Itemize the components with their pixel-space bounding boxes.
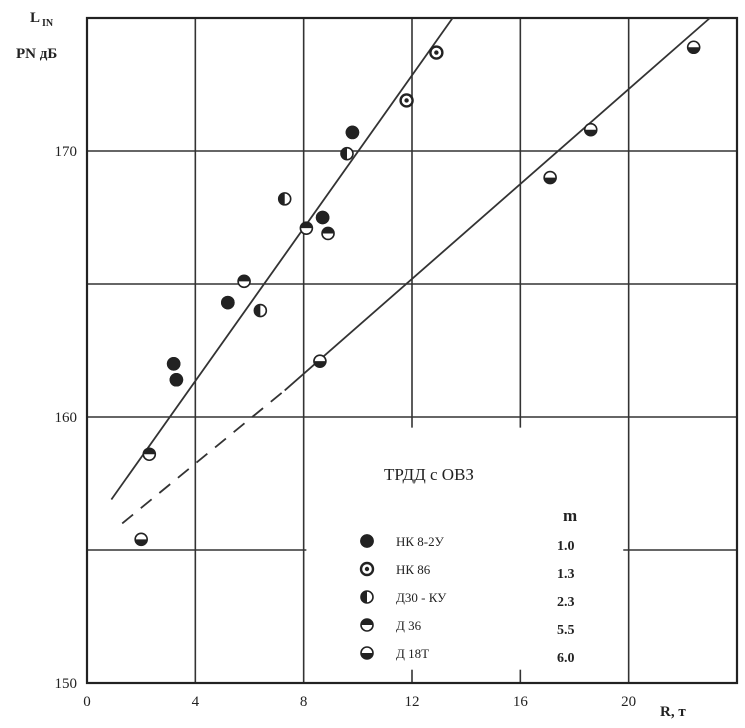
legend-rows: НК 8-2У 1.0 НК 86 1.3 Д30 - КУ 2.3 Д 36 5.5 Д 18…	[359, 534, 575, 666]
x-tick-label: 0	[83, 694, 91, 710]
data-points	[134, 40, 701, 547]
data-point-series-3	[299, 221, 314, 235]
legend-series-m: 2.3	[557, 595, 575, 610]
data-point-series-1	[399, 93, 414, 108]
y-tick-label: 160	[55, 410, 78, 426]
legend-m-header: m	[563, 506, 577, 525]
x-axis-title: R, т	[660, 704, 686, 720]
data-point-series-4	[543, 170, 557, 185]
plot-frame	[85, 16, 739, 685]
data-point-series-1	[429, 45, 444, 60]
data-point-series-4	[583, 122, 598, 137]
data-point-series-2	[253, 303, 268, 318]
x-tick-label: 4	[192, 694, 200, 710]
grid-layer	[85, 16, 739, 685]
legend-title: ТРДД с ОВЗ	[384, 465, 474, 484]
data-point-series-4	[134, 532, 148, 547]
data-point-series-3	[237, 274, 251, 289]
legend-series-name: Д30 - КУ	[396, 590, 447, 605]
legend-marker	[359, 561, 375, 577]
legend-series-m: 5.5	[557, 623, 575, 638]
legend-background	[306, 427, 624, 670]
y-tick-label: 170	[55, 144, 78, 160]
legend-series-name: НК 86	[396, 562, 431, 577]
fit-line-solid	[110, 17, 454, 500]
legend-marker	[360, 590, 374, 604]
legend-marker	[360, 534, 374, 548]
fit-lines	[110, 17, 711, 525]
fit-line-solid	[284, 17, 711, 392]
data-point-series-0	[345, 125, 360, 140]
fit-line-dashed	[121, 389, 286, 525]
x-tick-label: 20	[621, 694, 636, 710]
data-point-series-0	[221, 295, 235, 310]
legend-series-name: Д 18Т	[396, 646, 429, 661]
data-point-series-2	[340, 146, 354, 161]
data-point-series-3	[142, 447, 157, 462]
y-tick-label: 150	[55, 676, 78, 692]
data-point-series-0	[166, 356, 181, 371]
x-tick-label: 8	[300, 694, 308, 710]
data-point-series-4	[686, 40, 701, 55]
y-axis-title-subscript: IN	[42, 18, 54, 29]
x-tick-label: 12	[405, 694, 420, 710]
y-axis-title-unit: PN дБ	[16, 46, 57, 62]
legend-marker	[360, 618, 374, 632]
data-point-series-2	[277, 192, 292, 206]
legend-series-name: НК 8-2У	[396, 534, 445, 549]
legend-series-name: Д 36	[396, 618, 422, 633]
data-point-series-3	[321, 226, 335, 241]
legend-marker	[360, 646, 374, 660]
x-tick-label: 16	[513, 694, 529, 710]
tick-labels: 0 4 8 12 16 20 150 160 170	[55, 144, 637, 710]
data-point-series-0	[169, 372, 184, 387]
legend-series-m: 6.0	[557, 651, 575, 666]
y-axis-title: L IN PN дБ	[16, 10, 57, 62]
data-point-series-0	[315, 210, 330, 225]
legend-series-m: 1.0	[557, 539, 575, 554]
y-axis-title-main: L	[30, 10, 40, 26]
legend-series-m: 1.3	[557, 567, 575, 582]
legend: ТРДД с ОВЗ m НК 8-2У 1.0 НК 86 1.3 Д30 - КУ 2…	[359, 465, 577, 666]
data-point-series-4	[313, 354, 327, 368]
